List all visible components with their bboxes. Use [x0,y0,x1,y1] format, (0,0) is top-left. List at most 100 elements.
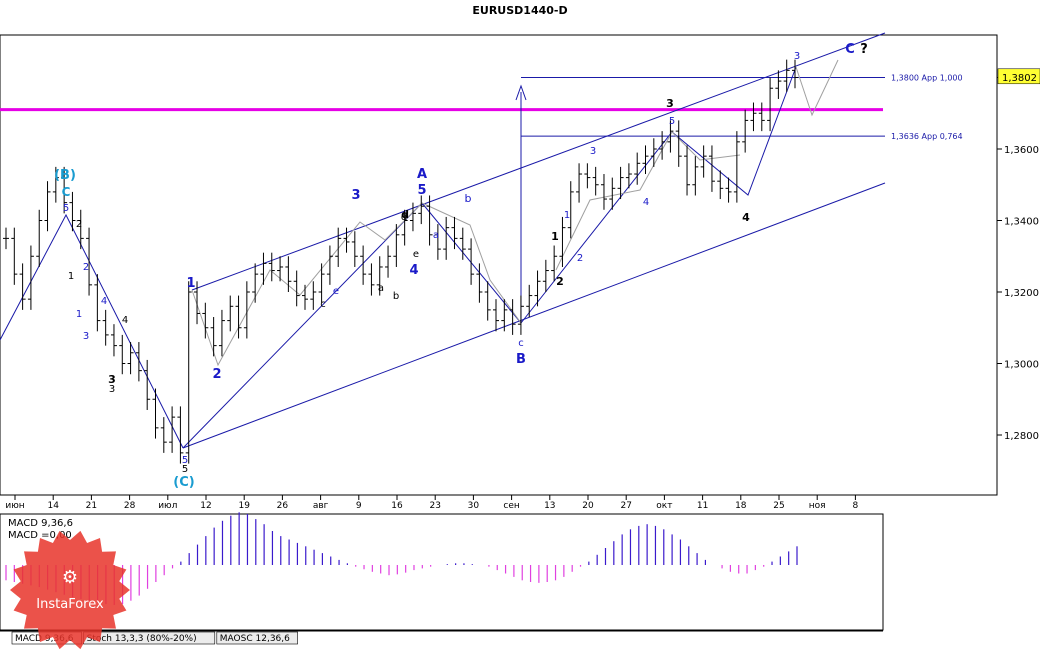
sub-wave-paths [191,59,839,367]
date-tick-label: сен [503,501,519,511]
wave-label: d [401,212,407,223]
wave-label: B [516,352,526,367]
price-bar [717,170,724,200]
wave-label: C [62,185,71,199]
wave-label: 4 [101,296,107,307]
price-bars [3,59,798,464]
indicator-tab-label: MAOSC 12,36,6 [220,634,290,644]
wave-c-path [520,66,797,324]
price-bar [792,59,798,89]
wave-label: (B) [54,168,76,183]
price-bar [194,281,201,325]
price-bar [617,166,624,200]
wave-label: (C) [173,475,194,490]
wave-label: 5 [182,464,188,475]
price-bar [301,284,308,310]
price-bar [750,102,757,132]
price-bar [185,281,192,464]
price-bar [551,245,558,282]
price-bar [110,324,117,357]
price-bar [69,191,76,232]
date-axis: июн 14 21 28 июл 12 19 26 авг 9 16 23 30 сен 13 20 27 окт… [5,495,859,511]
price-bar [360,245,367,285]
date-tick-label: 25 [773,501,784,511]
price-bar [268,252,275,282]
price-bar [484,281,491,321]
wave-label: 1 [76,309,82,320]
price-bar [567,181,574,239]
wave-label: 1 [68,271,74,282]
wave-label: 2 [577,253,583,264]
instaforex-logo: ⚙ InstaForex [10,530,130,650]
price-bar [293,270,300,307]
price-bar [235,295,242,339]
wave-label: 2 [76,219,82,230]
price-bar [476,263,483,303]
price-bar [77,209,84,250]
price-bar [144,359,151,410]
date-tick-label: 21 [86,501,97,511]
price-bar [19,263,26,310]
price-bar [434,224,441,260]
price-bar [310,281,317,310]
price-bar [243,281,250,339]
price-bar [625,163,632,189]
price-bar [326,245,333,285]
logo-icon: ⚙ [62,567,78,588]
wave-label: 2 [83,262,89,273]
level-label: 1,3636 App 0,764 [891,132,963,141]
indicator-tab [216,631,298,645]
price-tick-label: 1,3600 [1004,145,1039,156]
wave-label: 1 [186,276,195,291]
wave-label: 1 [564,210,570,221]
date-tick-label: 23 [429,501,440,511]
chart-title: EURUSD1440-D [472,4,567,17]
date-tick-label: 8 [853,501,859,511]
wave-label: a [378,283,384,294]
price-bar [600,174,607,210]
macd-panel [0,513,884,631]
wave-label: 5 [182,455,188,466]
price-bar [277,256,284,282]
price-bar [459,227,466,260]
wave-label: a [433,230,439,241]
price-bar [700,145,707,178]
wave-label: ? [860,42,868,57]
price-bar [451,216,458,250]
channel-ab-line [182,202,423,449]
price-bar [650,138,657,167]
wave-label: e [333,286,339,297]
date-tick-label: авг [313,501,329,511]
price-bar [368,263,375,296]
price-bar [708,145,715,192]
price-bar [86,227,93,296]
date-tick-label: 19 [238,501,250,511]
wave-label: 4 [742,211,750,224]
price-bar [576,163,583,203]
price-bar [659,131,666,160]
price-bar [634,152,641,185]
wave-label: 3 [83,331,89,342]
price-bar [11,227,18,285]
price-bar [260,252,267,285]
date-tick-label: 27 [620,501,631,511]
price-tick-label: 1,3000 [1004,360,1039,371]
wave-label: 3 [109,384,115,395]
date-tick-label: 20 [582,501,594,511]
price-bar [426,195,433,246]
price-bar [102,309,109,346]
price-bar [509,299,516,335]
price-bar [343,227,350,253]
price-bar [642,145,649,175]
price-bar [119,334,126,375]
wave-label: e [413,249,419,260]
wave-label: C [845,42,855,57]
date-tick-label: 14 [47,501,59,511]
price-tick-label: 1,2800 [1004,431,1039,442]
wave-label: 4 [122,315,128,326]
price-bar [127,342,134,375]
price-bar [468,238,475,285]
price-bar [177,406,184,464]
date-tick-label: 13 [544,501,555,511]
